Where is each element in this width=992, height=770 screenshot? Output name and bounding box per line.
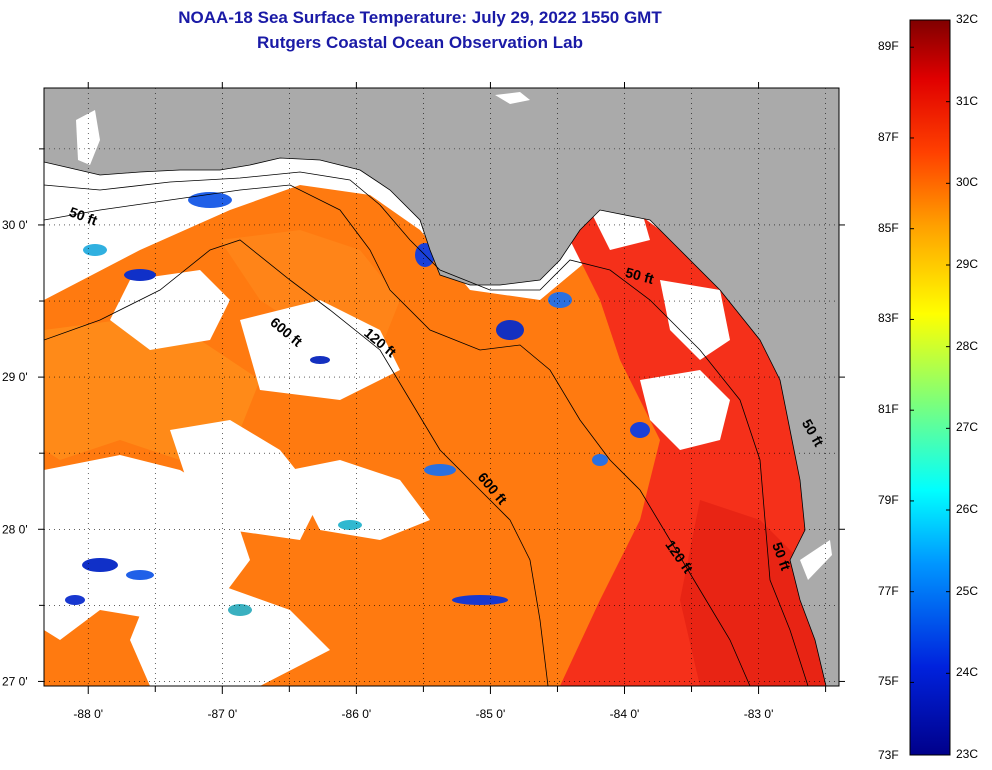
coastal-bay — [800, 540, 832, 580]
colorbar-celsius-label: 24C — [956, 665, 979, 680]
cloud-mask — [290, 460, 430, 540]
colorbar-celsius-label: 25C — [956, 583, 979, 598]
colorbar-ticks — [910, 19, 950, 756]
map-title: NOAA-18 Sea Surface Temperature: July 29… — [178, 8, 662, 27]
contour-50ft — [44, 171, 809, 686]
lat-tick-label: 29 0' — [2, 370, 28, 384]
colorbar — [909, 19, 951, 756]
coastal-bay — [495, 92, 530, 104]
lon-tick-label: -86 0' — [342, 707, 372, 721]
colorbar-fahrenheit-label: 87F — [878, 129, 899, 144]
lat-tick-label: 27 0' — [2, 674, 28, 688]
map-frame — [43, 87, 840, 687]
colorbar-fahrenheit-label: 79F — [878, 492, 899, 507]
cloud-mask — [170, 420, 320, 540]
colorbar-fahrenheit-label: 73F — [878, 748, 899, 762]
colorbar-celsius-label: 29C — [956, 257, 979, 271]
depth-label: 50 ft — [624, 264, 656, 287]
cloud-mask — [110, 270, 230, 350]
cloud-mask — [130, 585, 330, 686]
colorbar-fahrenheit-label: 75F — [878, 674, 899, 689]
lon-tick-label: -84 0' — [610, 707, 640, 721]
cloud-mask — [640, 370, 730, 450]
colorbar-fahrenheit-label: 89F — [878, 39, 899, 54]
sst-hot-region — [680, 500, 839, 686]
depth-contours — [44, 171, 809, 686]
axis-ticks: -88 0' -87 0' -86 0' -85 0' -84 0' -83 0' 30 0… — [2, 82, 845, 721]
colorbar-fahrenheit-label: 77F — [878, 583, 899, 598]
contour-120ft — [44, 184, 751, 686]
sst-cool-patches — [65, 192, 650, 616]
map-field — [44, 88, 839, 686]
colorbar-celsius-label: 32C — [956, 12, 979, 26]
cloud-mask — [660, 280, 730, 360]
colorbar-fahrenheit-label: 81F — [878, 402, 899, 417]
colorbar-fahrenheit-label: 83F — [878, 311, 899, 326]
map-subtitle: Rutgers Coastal Ocean Observation Lab — [257, 33, 583, 52]
lon-tick-label: -83 0' — [744, 707, 774, 721]
colorbar-celsius-label: 28C — [956, 338, 979, 353]
cloud-mask — [240, 300, 400, 400]
lon-tick-label: -88 0' — [73, 707, 103, 721]
colorbar-celsius-label: 30C — [956, 175, 979, 190]
coastline — [44, 157, 827, 686]
colorbar-celsius-label: 23C — [956, 747, 979, 761]
lat-tick-label: 28 0' — [2, 522, 28, 536]
colorbar-celsius-label: 27C — [956, 420, 979, 435]
colorbar-celsius-label: 31C — [956, 93, 979, 108]
contour-600ft — [44, 239, 549, 686]
colorbar-fahrenheit-label: 85F — [878, 220, 899, 235]
lon-tick-label: -85 0' — [476, 707, 506, 721]
lon-tick-label: -87 0' — [207, 707, 237, 721]
land-mass — [44, 88, 839, 686]
coastal-bay — [76, 110, 100, 165]
lat-tick-label: 30 0' — [2, 218, 28, 232]
colorbar-celsius-label: 26C — [956, 502, 979, 516]
